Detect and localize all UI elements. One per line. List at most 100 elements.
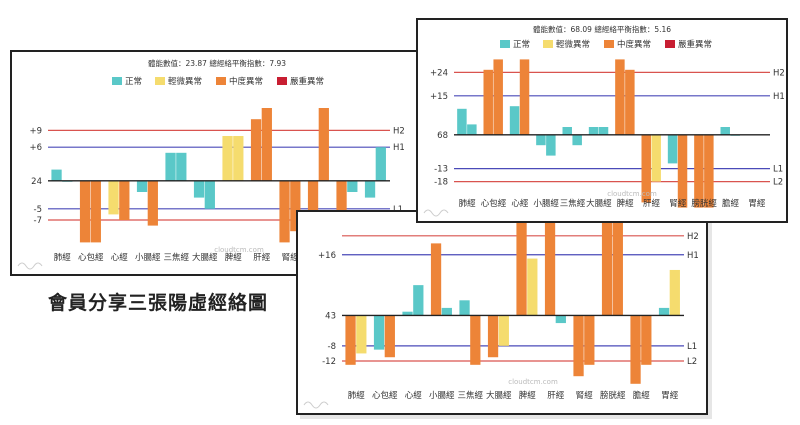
bar (572, 134, 582, 146)
bar (402, 311, 413, 316)
bar (704, 134, 714, 208)
watermark: cloudtcm.com (508, 378, 558, 386)
bar (509, 106, 520, 135)
threshold-label: H2 (393, 126, 405, 136)
legend-label: 輕微異常 (556, 39, 590, 50)
threshold-label: H1 (393, 143, 405, 153)
bar (119, 180, 130, 220)
category-label: 三焦經 (163, 252, 189, 263)
category-label: 肝經 (643, 198, 661, 209)
watermark: cloudtcm.com (607, 190, 657, 198)
corner-wave-decoration (17, 262, 43, 270)
bar (625, 69, 635, 135)
bar (51, 169, 62, 181)
category-label: 腎經 (282, 252, 300, 263)
threshold-label: H1 (687, 251, 699, 261)
bar (364, 180, 376, 198)
bar (584, 315, 595, 365)
category-label: 小腸經 (135, 252, 161, 263)
category-label: 心經 (111, 252, 129, 263)
y-tick-label: +6 (29, 143, 42, 153)
bar (79, 180, 91, 243)
bar (430, 243, 442, 316)
category-label: 膀胱經 (691, 198, 717, 209)
bar (527, 258, 538, 316)
bar (555, 315, 566, 324)
bar (345, 315, 356, 365)
category-label: 脾經 (617, 198, 635, 209)
bar (612, 216, 623, 316)
legend-label: 中度異常 (229, 76, 263, 87)
bar (193, 180, 205, 198)
bar (630, 315, 641, 384)
legend-swatch (543, 40, 553, 48)
category-label: 小腸經 (429, 390, 455, 401)
bar (375, 147, 386, 181)
bar (641, 315, 652, 365)
bar (222, 136, 233, 181)
category-label: 三焦經 (457, 390, 483, 401)
bar (384, 315, 395, 358)
bar (90, 180, 101, 243)
legend-label: 輕微異常 (168, 76, 202, 87)
watermark: cloudtcm.com (214, 246, 264, 254)
threshold-label: L2 (687, 357, 697, 367)
bar (573, 315, 584, 377)
threshold-label: H1 (773, 92, 785, 102)
category-label: 胃經 (661, 390, 679, 401)
bar (562, 127, 572, 135)
category-label: 大腸經 (192, 252, 218, 263)
category-label: 心包經 (372, 390, 398, 401)
bar (176, 152, 187, 181)
bar (588, 127, 599, 135)
bar (347, 180, 358, 192)
bar (290, 180, 301, 232)
category-label: 心經 (511, 198, 529, 209)
chart-svg-1: 體能數值：23.87 總經絡平衡指數：7.93 正常 輕微異常 中度異常 嚴重異常 H2 H… (17, 58, 405, 270)
threshold-label: H2 (687, 232, 699, 242)
category-label: 大腸經 (586, 198, 612, 209)
bar (694, 134, 704, 208)
bar (147, 180, 158, 226)
bar (598, 127, 609, 135)
threshold-label: L1 (393, 205, 403, 215)
chart-svg-3: 正常輕微異常中度異常嚴重異常H2H1L1L2+1643-8-12肺經心包經心經小… (303, 212, 699, 409)
legend-swatch (604, 40, 614, 48)
meridian-chart-3: 正常輕微異常中度異常嚴重異常H2H1L1L2+1643-8-12肺經心包經心經小… (296, 210, 708, 415)
bar (204, 180, 215, 209)
bar (136, 180, 148, 192)
category-label: 脾經 (225, 252, 243, 263)
bar (441, 307, 452, 316)
category-label: 膽經 (722, 198, 740, 209)
bar (669, 269, 680, 316)
y-tick-label: -18 (434, 178, 448, 188)
y-tick-label: 43 (325, 311, 336, 321)
category-label: 肺經 (54, 252, 72, 263)
caption-title: 會員分享三張陽虛經絡圖 (48, 292, 269, 314)
chart-title: 體能數值：23.87 總經絡平衡指數：7.93 (148, 58, 286, 68)
legend-swatch (216, 77, 226, 85)
meridian-chart-1: 體能數值：23.87 總經絡平衡指數：7.93 正常 輕微異常 中度異常 嚴重異常 H2 H… (10, 50, 424, 276)
bar (413, 285, 424, 316)
legend-label: 中度異常 (617, 39, 651, 50)
category-label: 心包經 (481, 198, 507, 209)
category-label: 心經 (405, 390, 423, 401)
bar (493, 59, 503, 135)
bar (279, 180, 290, 243)
legend-label: 嚴重異常 (290, 76, 324, 87)
bar (373, 315, 385, 350)
category-label: 胃經 (748, 198, 766, 209)
bar (601, 216, 613, 316)
category-label: 肺經 (348, 390, 366, 401)
y-tick-label: +24 (430, 68, 448, 78)
category-label: 腎經 (576, 390, 594, 401)
threshold-label: H2 (773, 68, 785, 78)
bar (165, 152, 176, 181)
corner-wave-decoration (303, 401, 329, 409)
bar (250, 119, 262, 181)
category-label: 脾經 (519, 390, 537, 401)
bar (516, 216, 527, 316)
threshold-label: L2 (773, 178, 783, 188)
bar (470, 315, 481, 365)
